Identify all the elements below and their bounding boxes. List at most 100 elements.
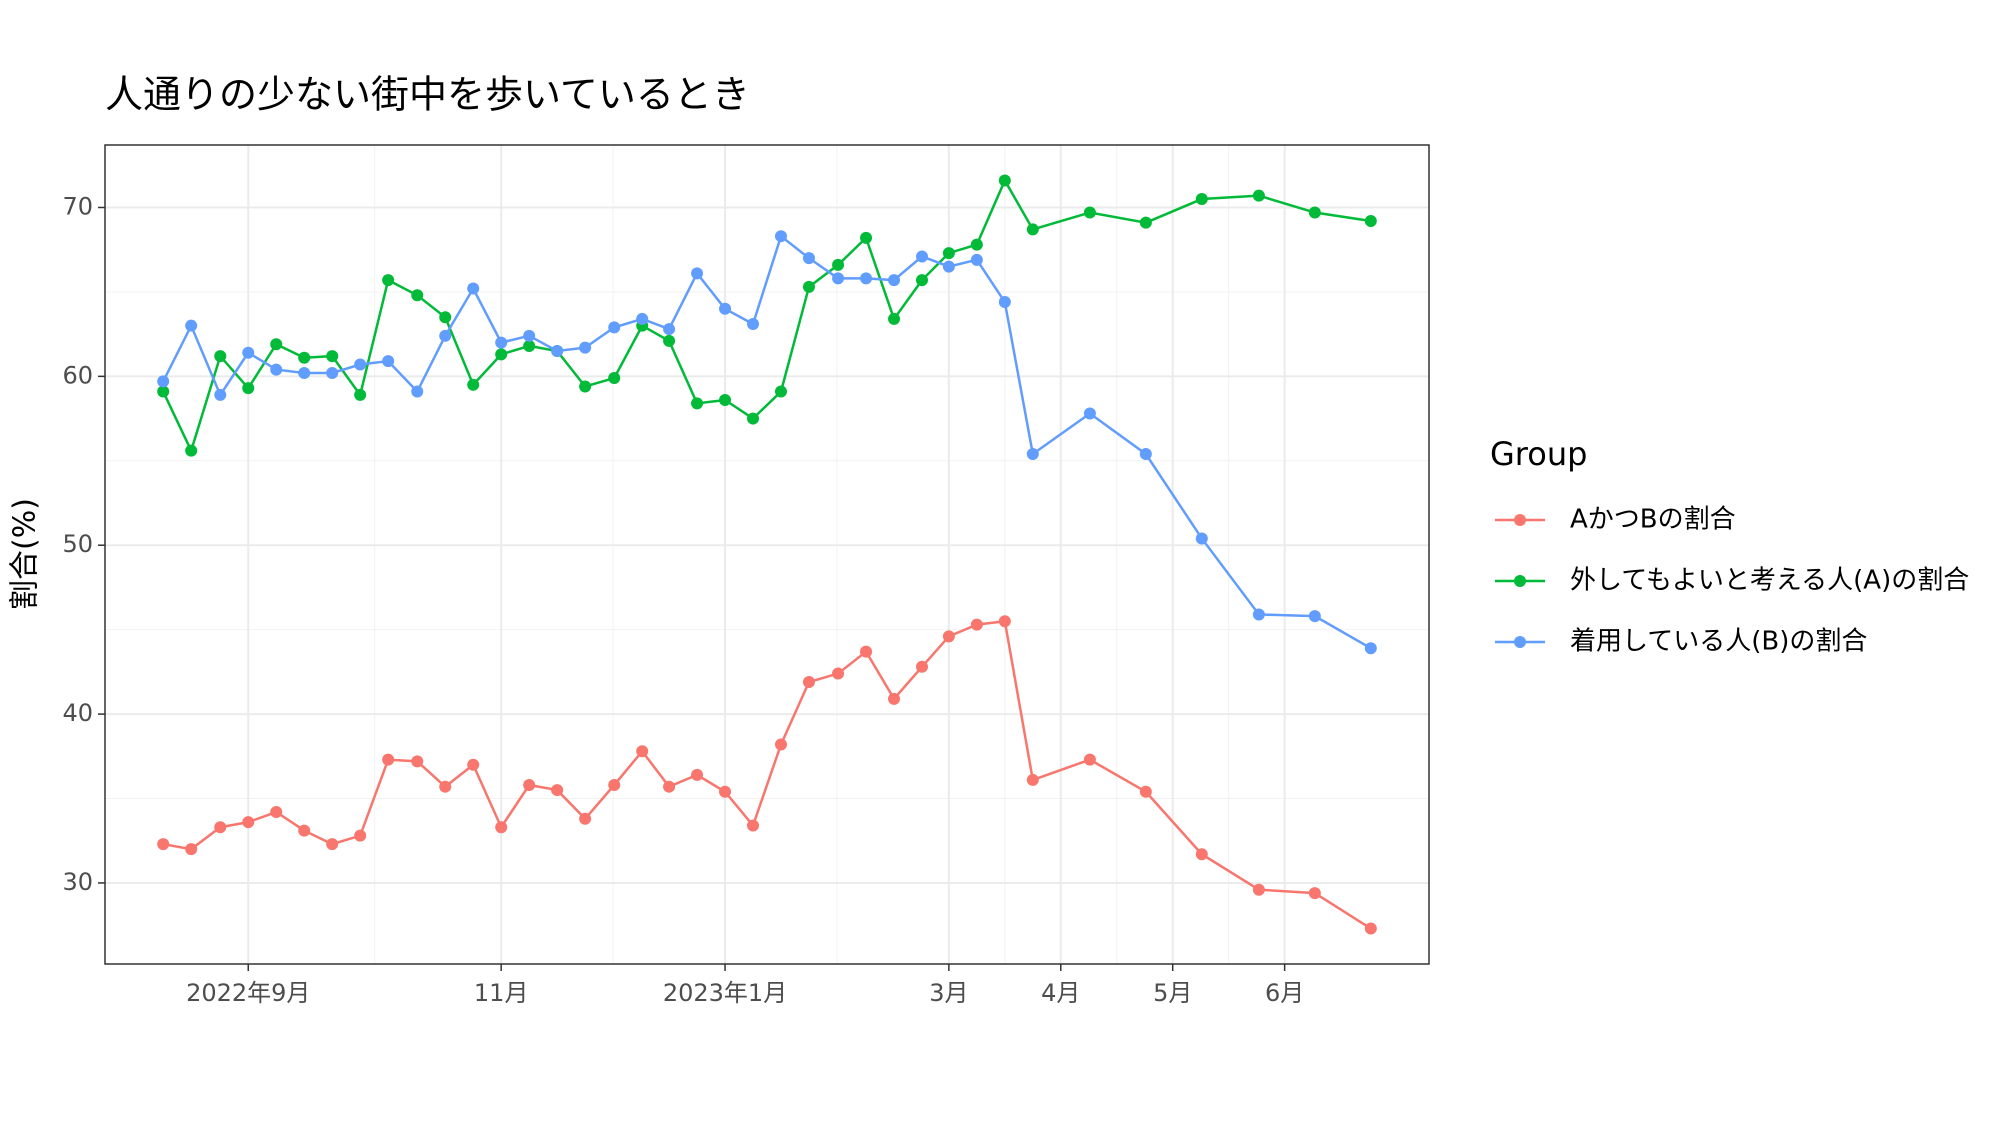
data-point xyxy=(551,345,564,358)
data-point xyxy=(663,334,676,347)
x-tick-label: 6月 xyxy=(1265,979,1304,1007)
data-point xyxy=(439,780,452,793)
data-point xyxy=(1308,887,1321,900)
data-point xyxy=(1026,448,1039,461)
data-point xyxy=(242,816,255,829)
plot-border xyxy=(104,144,1430,965)
data-point xyxy=(298,366,311,379)
data-point xyxy=(411,755,424,768)
y-tick-label: 60 xyxy=(62,361,93,389)
data-point xyxy=(1083,753,1096,766)
data-point xyxy=(411,289,424,302)
data-point xyxy=(298,351,311,364)
data-point xyxy=(382,355,395,368)
data-point xyxy=(270,363,283,376)
legend-marker xyxy=(1514,636,1526,648)
y-tick-label: 30 xyxy=(62,868,93,896)
legend-label: AかつBの割合 xyxy=(1570,505,1736,535)
data-point xyxy=(467,282,480,295)
legend-marker xyxy=(1514,514,1526,526)
data-point xyxy=(214,388,227,401)
data-point xyxy=(1139,448,1152,461)
data-point xyxy=(691,267,704,280)
data-point xyxy=(802,280,815,293)
data-point xyxy=(1026,773,1039,786)
data-point xyxy=(551,784,564,797)
legend-title: Group xyxy=(1490,435,1587,473)
data-point xyxy=(916,274,929,287)
x-tick-label: 5月 xyxy=(1153,979,1192,1007)
data-point xyxy=(719,785,732,798)
data-point xyxy=(860,645,873,658)
data-point xyxy=(1252,608,1265,621)
data-point xyxy=(942,247,955,260)
x-tick-label: 11月 xyxy=(474,979,529,1007)
data-point xyxy=(719,302,732,315)
data-point xyxy=(774,230,787,243)
data-point xyxy=(774,385,787,398)
data-point xyxy=(495,821,508,834)
data-point xyxy=(888,274,901,287)
series-line xyxy=(162,234,1372,650)
data-point xyxy=(1139,216,1152,229)
data-point xyxy=(185,319,198,332)
data-point xyxy=(523,329,536,342)
data-point xyxy=(860,272,873,285)
data-point xyxy=(411,385,424,398)
data-point xyxy=(242,346,255,359)
data-point xyxy=(916,250,929,263)
data-point xyxy=(326,366,339,379)
data-point xyxy=(495,336,508,349)
data-point xyxy=(916,660,929,673)
data-point xyxy=(354,388,367,401)
series-line xyxy=(162,177,1371,455)
x-tick-label: 2023年1月 xyxy=(663,979,787,1007)
data-point xyxy=(467,378,480,391)
data-point xyxy=(185,444,198,457)
chart-title: 人通りの少ない街中を歩いているとき xyxy=(105,73,750,117)
data-point xyxy=(663,323,676,336)
data-point xyxy=(579,812,592,825)
data-point xyxy=(970,238,983,251)
data-point xyxy=(523,779,536,792)
data-point xyxy=(691,768,704,781)
data-point xyxy=(1083,407,1096,420)
data-point xyxy=(157,375,170,388)
data-point xyxy=(774,738,787,751)
data-point xyxy=(691,397,704,410)
x-tick-label: 4月 xyxy=(1041,979,1080,1007)
y-tick-label: 40 xyxy=(62,699,93,727)
data-point xyxy=(298,824,311,837)
data-point xyxy=(1364,922,1377,935)
data-point xyxy=(185,843,198,856)
data-point xyxy=(747,412,760,425)
data-point xyxy=(942,630,955,643)
data-point xyxy=(523,339,536,352)
data-point xyxy=(1308,206,1321,219)
data-point xyxy=(214,350,227,363)
data-point xyxy=(326,838,339,851)
data-point xyxy=(1195,848,1208,861)
data-point xyxy=(860,231,873,244)
data-point xyxy=(1252,189,1265,202)
x-tick-label: 3月 xyxy=(929,979,968,1007)
data-point xyxy=(1026,223,1039,236)
data-point xyxy=(1195,532,1208,545)
data-point xyxy=(270,806,283,819)
legend-label: 外してもよいと考える人(A)の割合 xyxy=(1570,566,1969,596)
data-point xyxy=(636,745,649,758)
data-point xyxy=(998,615,1011,628)
data-point xyxy=(747,819,760,832)
data-point xyxy=(1308,610,1321,623)
data-point xyxy=(467,758,480,771)
data-point xyxy=(888,692,901,705)
x-tick-label: 2022年9月 xyxy=(186,979,310,1007)
data-point xyxy=(608,779,621,792)
data-point xyxy=(326,350,339,363)
data-point xyxy=(970,253,983,266)
y-axis-label: 割合(%) xyxy=(8,498,43,610)
data-point xyxy=(832,258,845,271)
data-point xyxy=(214,821,227,834)
